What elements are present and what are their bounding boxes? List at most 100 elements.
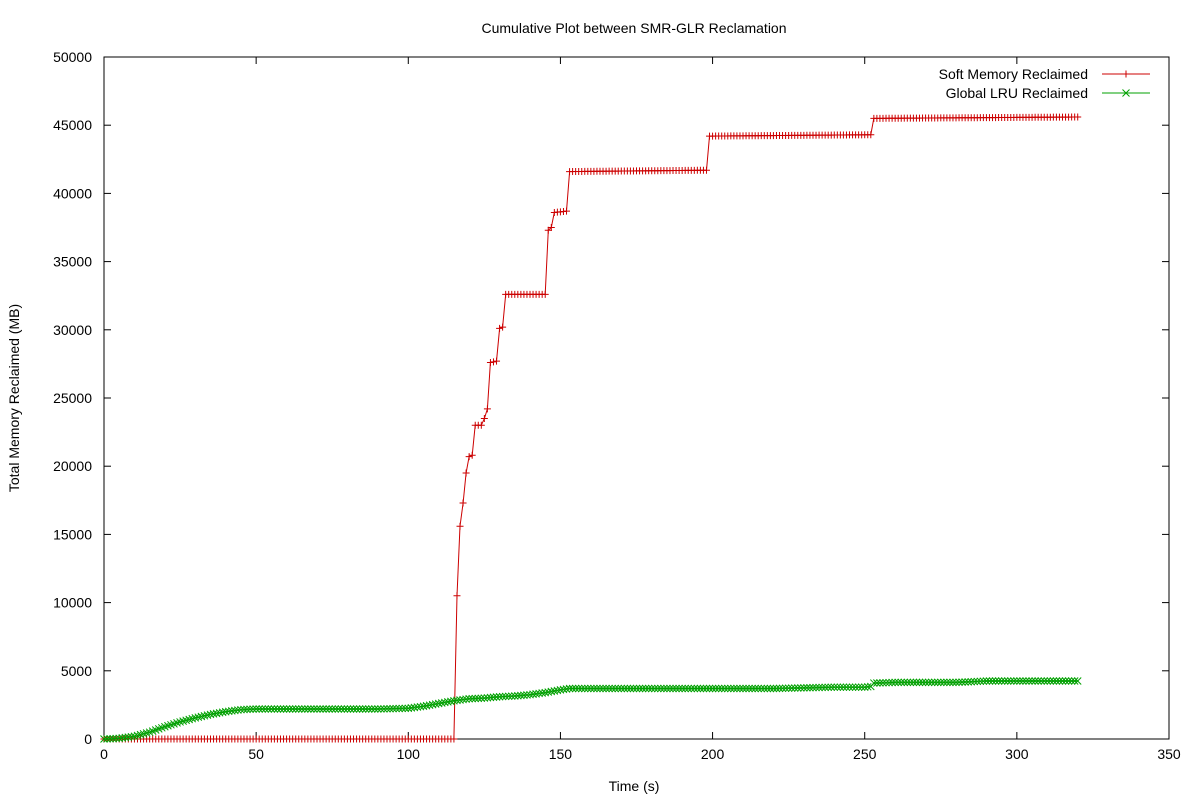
data-point: [504, 692, 513, 701]
data-point: [1122, 70, 1130, 78]
data-point: [453, 592, 461, 600]
data-point: [742, 684, 750, 693]
data-point: [943, 678, 951, 687]
data-point: [800, 683, 808, 692]
data-point: [614, 684, 623, 693]
data-point: [873, 679, 881, 687]
data-point: [255, 705, 264, 713]
data-point: [203, 711, 212, 719]
data-point: [1025, 677, 1033, 685]
legend-label: Global LRU Reclaimed: [946, 85, 1088, 101]
data-point: [267, 705, 276, 713]
data-point: [1013, 677, 1021, 685]
data-point: [386, 704, 394, 713]
data-point: [644, 684, 653, 693]
data-point: [815, 683, 823, 692]
x-axis-label: Time (s): [609, 778, 660, 794]
data-point: [723, 684, 732, 693]
y-tick-label: 15000: [53, 526, 92, 542]
data-point: [888, 678, 896, 687]
data-point: [1043, 677, 1052, 685]
data-point: [471, 694, 480, 703]
data-point: [973, 677, 982, 686]
data-point: [705, 684, 714, 693]
data-point: [982, 677, 991, 685]
data-point: [635, 684, 644, 693]
data-point: [650, 684, 659, 693]
data-point: [249, 705, 257, 713]
legend: Soft Memory Reclaimed Global LRU Reclaime…: [939, 66, 1150, 101]
data-point: [258, 705, 267, 713]
data-point: [1028, 677, 1036, 685]
data-point: [809, 683, 817, 692]
data-point: [827, 683, 836, 692]
data-point: [495, 692, 504, 701]
data-point: [821, 683, 830, 692]
data-point: [964, 677, 973, 686]
data-point: [632, 684, 641, 693]
data-point: [845, 683, 854, 692]
data-point: [678, 684, 686, 693]
data-point: [243, 705, 251, 714]
data-point: [270, 705, 279, 713]
data-point: [496, 324, 504, 332]
data-point: [483, 405, 491, 413]
data-point: [787, 684, 796, 692]
data-point: [425, 701, 434, 710]
data-point: [769, 684, 778, 693]
data-point: [139, 729, 148, 738]
data-point: [599, 684, 607, 693]
data-point: [851, 683, 860, 692]
data-point: [355, 705, 364, 713]
data-point: [191, 714, 200, 722]
data-point: [1074, 113, 1082, 121]
data-point: [520, 691, 528, 700]
data-point: [867, 131, 875, 139]
data-point: [702, 166, 710, 174]
data-point: [325, 705, 334, 713]
data-point: [465, 694, 473, 703]
data-point: [660, 684, 668, 693]
x-tick-label: 50: [248, 746, 264, 762]
data-point: [240, 705, 248, 714]
data-point: [1070, 677, 1079, 685]
data-point: [988, 677, 997, 685]
data-point: [775, 684, 784, 693]
data-point: [337, 705, 346, 713]
data-point: [620, 684, 629, 693]
data-point: [675, 684, 683, 693]
data-point: [921, 678, 930, 687]
y-tick-label: 45000: [53, 117, 92, 133]
series-group: [100, 113, 1082, 743]
data-point: [334, 705, 343, 713]
data-point: [297, 705, 306, 713]
y-tick-label: 5000: [61, 663, 92, 679]
data-point: [510, 692, 519, 700]
x-tick-label: 250: [853, 746, 877, 762]
data-point: [602, 684, 610, 693]
data-point: [617, 684, 626, 693]
data-point: [970, 677, 979, 686]
data-point: [1061, 677, 1070, 685]
data-point: [745, 684, 753, 693]
data-point: [885, 678, 893, 687]
data-point: [863, 682, 872, 691]
data-point: [331, 705, 340, 713]
data-point: [979, 677, 988, 686]
data-point: [833, 683, 842, 692]
data-point: [194, 713, 203, 722]
data-point: [1052, 677, 1061, 685]
data-point: [206, 710, 215, 719]
data-point: [848, 683, 857, 692]
y-tick-label: 40000: [53, 185, 92, 201]
data-point: [462, 695, 470, 704]
data-point: [577, 684, 586, 693]
data-point: [669, 684, 677, 693]
data-point: [1046, 677, 1055, 685]
data-point: [477, 421, 485, 429]
data-point: [501, 692, 510, 701]
x-tick-label: 150: [549, 746, 573, 762]
data-point: [459, 499, 467, 507]
data-point: [182, 716, 191, 725]
data-point: [806, 683, 814, 692]
